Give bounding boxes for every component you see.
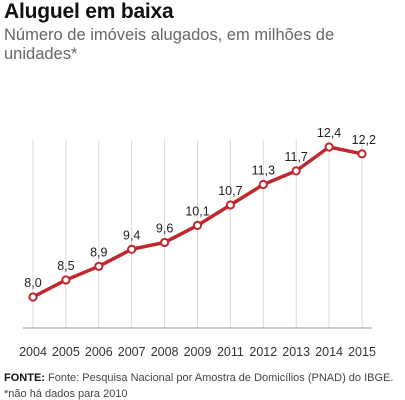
data-points: [28, 142, 367, 302]
x-tick-2013: 2013: [282, 345, 310, 359]
x-tick-2007: 2007: [118, 345, 146, 359]
data-point-2009: [192, 220, 203, 231]
data-labels: 8,0 8,5 8,9 9,4 9,6 10,1 10,7 11,3 11,7 12,4 12,2: [24, 126, 376, 290]
data-label-2015: 12,2: [352, 133, 376, 147]
data-label-2004: 8,0: [24, 276, 41, 290]
data-label-2011: 10,7: [218, 184, 242, 198]
x-tick-2009: 2009: [184, 345, 212, 359]
source-line: FONTE: Fonte: Pesquisa Nacional por Amos…: [4, 372, 393, 384]
data-label-2007: 9,4: [123, 228, 140, 242]
gridlines: [32, 140, 363, 328]
data-label-2008: 9,6: [156, 221, 173, 235]
chart-subtitle: Número de imóveis alugados, em milhões d…: [4, 26, 335, 63]
x-tick-2014: 2014: [315, 345, 343, 359]
x-tick-2011: 2011: [217, 345, 244, 359]
data-point-2007: [127, 244, 137, 254]
data-point-2011: [225, 200, 235, 210]
source-text: Fonte: Pesquisa Nacional por Amostra de …: [48, 372, 394, 384]
data-label-2012: 11,3: [252, 164, 275, 178]
x-tick-2005: 2005: [52, 345, 80, 359]
data-label-2006: 8,9: [90, 245, 107, 259]
data-label-2014: 12,4: [317, 126, 341, 140]
data-point-2012: [258, 179, 268, 190]
data-point-2015: [357, 149, 367, 159]
x-tick-2015: 2015: [348, 345, 376, 359]
x-tick-2006: 2006: [85, 345, 113, 359]
x-tick-2008: 2008: [151, 345, 179, 359]
x-tick-labels: 2004 2005 2006 2007 2008 2009 2011 2012 2013 2014…: [19, 345, 376, 359]
data-point-2008: [160, 237, 170, 248]
data-label-2013: 11,7: [284, 150, 307, 164]
data-point-2004: [28, 292, 38, 302]
x-tick-2004: 2004: [19, 345, 47, 359]
data-point-2006: [94, 261, 104, 271]
data-point-2013: [291, 166, 301, 176]
source-label: FONTE:: [4, 372, 45, 384]
data-label-2005: 8,5: [57, 259, 74, 273]
data-point-2014: [324, 142, 334, 152]
chart-title: Aluguel em baixa: [4, 0, 174, 23]
x-tick-2012: 2012: [249, 345, 277, 359]
data-label-2009: 10,1: [185, 204, 209, 218]
data-point-2005: [61, 275, 71, 285]
line-chart: 8,08,58,99,4 9,610,110,711,311,712,4 12,2 …: [19, 126, 376, 359]
footnote: *não há dados para 2010: [4, 388, 128, 400]
